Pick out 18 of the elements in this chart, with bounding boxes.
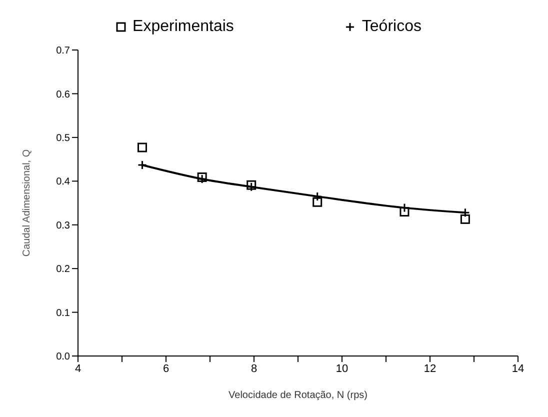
y-tick-label: 0.5 bbox=[56, 132, 70, 144]
y-tick-label: 0.2 bbox=[56, 264, 70, 276]
x-tick-label: 4 bbox=[74, 362, 82, 375]
y-tick-label: 0.7 bbox=[56, 46, 70, 57]
x-tick-label: 10 bbox=[336, 362, 348, 375]
legend-label: Experimentais bbox=[132, 18, 234, 36]
x-tick-label: 6 bbox=[162, 362, 170, 375]
legend-label: Teóricos bbox=[362, 18, 422, 36]
y-tick-label: 0.6 bbox=[56, 89, 70, 100]
y-tick-label: 0.3 bbox=[56, 220, 70, 232]
x-axis-title: Velocidade de Rotação, N (rps) bbox=[228, 390, 368, 401]
y-axis-title: Caudal Adimensional, Q bbox=[22, 149, 33, 257]
y-tick-label: 0.0 bbox=[56, 352, 70, 363]
x-tick-label: 12 bbox=[424, 362, 436, 375]
y-tick-label: 0.4 bbox=[56, 176, 70, 188]
x-tick-label: 8 bbox=[250, 362, 258, 375]
y-tick-label: 0.1 bbox=[56, 308, 70, 319]
x-tick-label: 14 bbox=[512, 362, 524, 375]
